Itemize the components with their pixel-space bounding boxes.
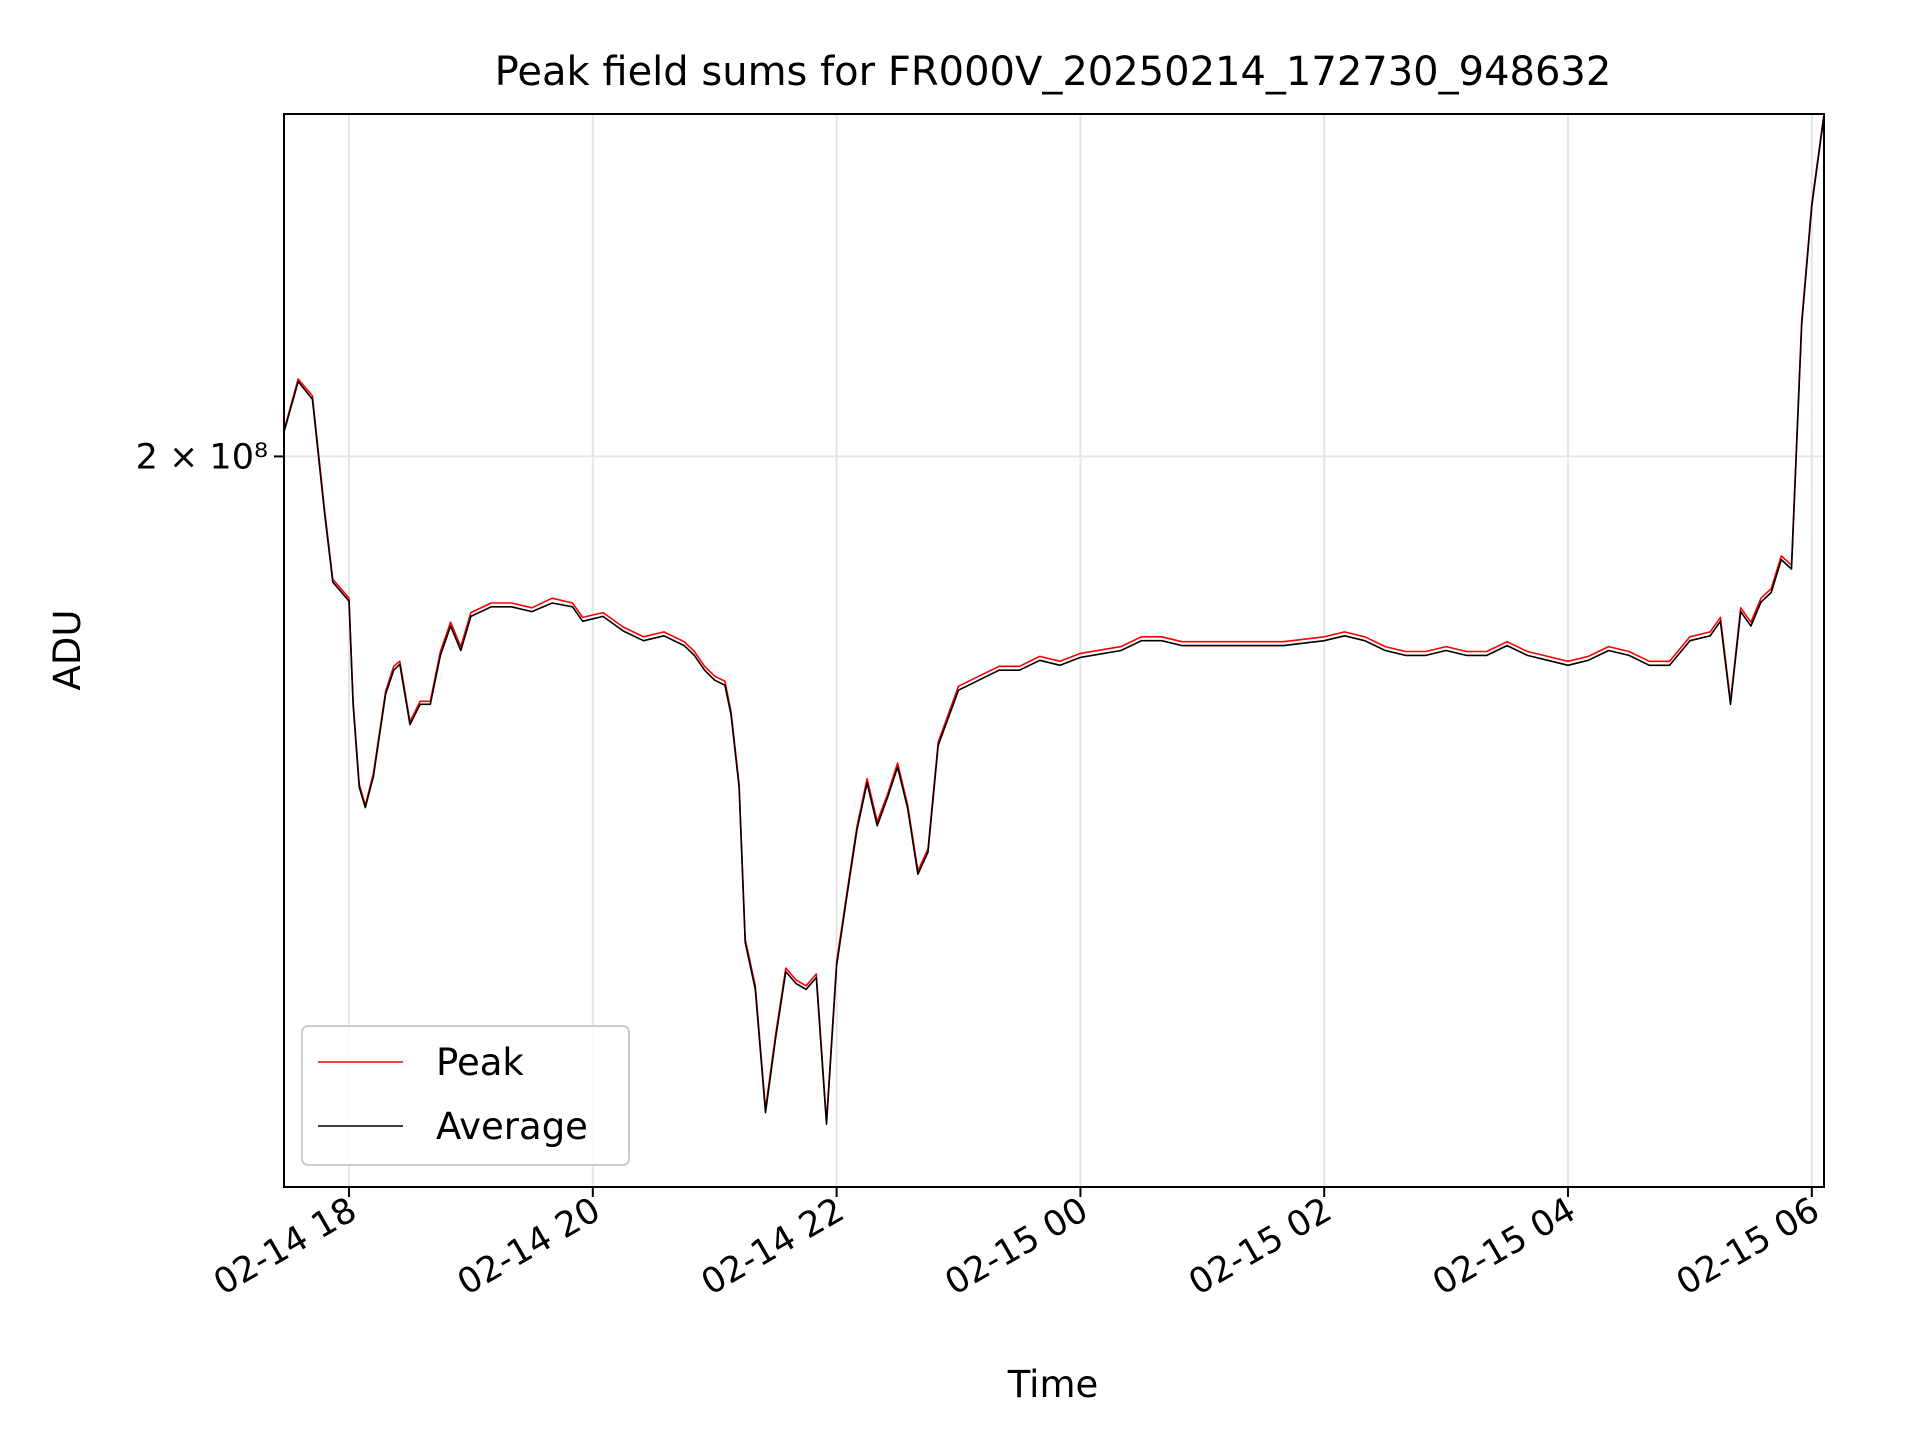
legend: Peak Average [301, 1025, 630, 1166]
grid [284, 114, 1824, 1187]
legend-peak-label: Peak [436, 1041, 524, 1084]
chart-title: Peak field sums for FR000V_20250214_1727… [495, 49, 1612, 95]
legend-average-label: Average [436, 1105, 588, 1148]
y-tick-label: 2 × 10⁸ [136, 437, 268, 477]
series-line-average [284, 115, 1824, 1125]
series-layer [284, 114, 1824, 1125]
y-axis-label: ADU [46, 610, 89, 691]
plot-frame [283, 113, 1825, 1188]
legend-box [301, 1025, 630, 1166]
x-axis-label: Time [1007, 1363, 1099, 1406]
series-line-peak [284, 114, 1824, 1123]
